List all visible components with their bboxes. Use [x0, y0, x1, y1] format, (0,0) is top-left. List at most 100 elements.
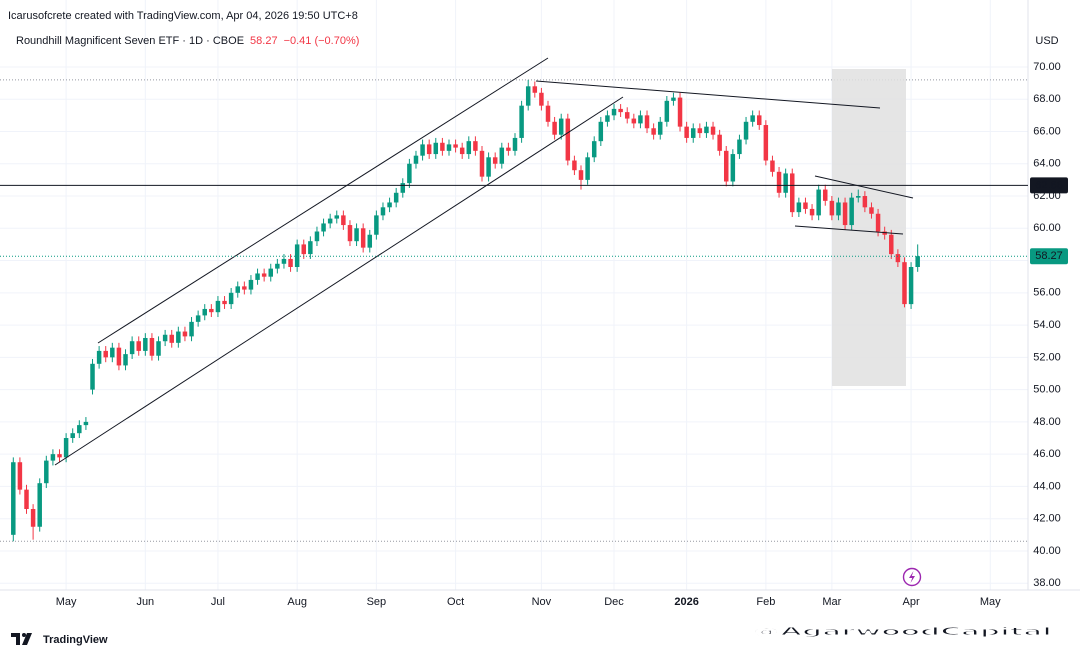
- candle-body: [486, 157, 491, 177]
- candle-body: [222, 300, 227, 305]
- candle-body: [591, 141, 597, 158]
- candle-body: [730, 154, 736, 182]
- candle-body: [341, 215, 346, 226]
- candle-body: [565, 118, 571, 161]
- candle-body: [314, 231, 320, 242]
- candle-body: [512, 137, 518, 151]
- candle-body: [895, 254, 901, 263]
- candle-body: [618, 108, 623, 113]
- wedge-upper: [814, 175, 914, 199]
- y-tick-label: 38.00: [1033, 577, 1061, 589]
- candle-body: [690, 128, 696, 138]
- candle-body: [327, 218, 333, 224]
- channel-lower: [54, 96, 624, 466]
- replay-icon[interactable]: [902, 567, 922, 587]
- candle-body: [11, 462, 16, 535]
- candle-body: [723, 150, 729, 182]
- candle-body: [215, 300, 221, 313]
- candle-body: [770, 160, 775, 172]
- candle-body: [110, 347, 115, 358]
- candle-body: [578, 170, 584, 180]
- x-tick-label: Jul: [211, 596, 225, 608]
- candle-body: [532, 86, 538, 93]
- candle-body: [776, 171, 782, 193]
- candle-body: [902, 262, 907, 305]
- candle-body: [393, 192, 399, 203]
- candle-body: [453, 144, 458, 148]
- candle-body: [585, 157, 590, 180]
- candle-body: [83, 421, 89, 426]
- horizontal-line-label-box: [1030, 177, 1068, 194]
- candle-body: [37, 483, 42, 527]
- tradingview-logo: TradingView: [11, 633, 108, 646]
- y-tick-label: 54.00: [1033, 319, 1061, 331]
- highlight-box: [832, 69, 906, 386]
- candle-body: [466, 141, 472, 155]
- candle-body: [209, 308, 214, 313]
- candle-body: [790, 173, 795, 213]
- candle-body: [321, 223, 326, 232]
- candle-body: [809, 208, 815, 216]
- channel-upper: [97, 57, 549, 344]
- candle-body: [63, 438, 69, 458]
- candle-body: [506, 147, 511, 151]
- candle-body: [189, 321, 194, 337]
- candle-body: [242, 286, 247, 290]
- candle-body: [440, 142, 445, 151]
- candle-body: [17, 462, 23, 490]
- candle-body: [169, 334, 174, 343]
- candle-body: [50, 454, 56, 461]
- candle-body: [44, 460, 49, 484]
- candle-body: [354, 228, 359, 242]
- candle-body: [849, 197, 854, 226]
- candle-body: [856, 196, 861, 198]
- x-tick-label: Mar: [822, 596, 841, 608]
- logo-mark: [11, 633, 20, 645]
- candle-body: [182, 331, 188, 337]
- candle-body: [684, 126, 689, 138]
- symbol: Roundhill Magnificent Seven ETF · 1D · C…: [16, 35, 244, 47]
- candle-body: [479, 150, 485, 177]
- x-tick-label: May: [980, 596, 1001, 608]
- candle-body: [717, 134, 722, 151]
- y-tick-label: 68.00: [1033, 93, 1061, 105]
- y-tick-label: 48.00: [1033, 416, 1061, 428]
- x-tick-label: Nov: [532, 596, 552, 608]
- candle-body: [816, 189, 821, 216]
- candle-body: [374, 215, 379, 235]
- candle-body: [116, 347, 122, 366]
- candle-body: [380, 207, 386, 216]
- candle-body: [261, 273, 267, 277]
- candle-body: [235, 286, 240, 293]
- last-price-label-box: [1030, 248, 1068, 265]
- candle-body: [499, 147, 505, 164]
- candle-body: [162, 334, 168, 342]
- candle-body: [710, 126, 716, 135]
- candle-body: [334, 215, 340, 219]
- y-tick-label: 60.00: [1033, 222, 1061, 234]
- candle-body: [631, 118, 637, 124]
- candle-body: [545, 105, 551, 122]
- candle-body: [123, 354, 128, 366]
- candle-body: [829, 200, 835, 216]
- replay-bolt[interactable]: [909, 571, 915, 583]
- candle-body: [367, 234, 373, 248]
- candle-body: [605, 115, 610, 122]
- logo-dot: [22, 633, 26, 637]
- candle-body: [136, 341, 141, 351]
- candle-body: [697, 128, 703, 134]
- candle-body: [611, 108, 617, 116]
- candle-body: [539, 92, 544, 106]
- candle-body: [255, 273, 260, 280]
- candle-body: [195, 315, 201, 322]
- candle-body: [407, 163, 412, 184]
- candle-body: [763, 125, 769, 161]
- candle-body: [908, 267, 914, 305]
- header-change: −0.41 (−0.70%): [284, 35, 360, 47]
- y-tick-label: 40.00: [1033, 545, 1061, 557]
- candle-body: [743, 121, 749, 140]
- candle-body: [70, 433, 75, 439]
- candle-body: [275, 263, 280, 269]
- candle-body: [96, 350, 102, 364]
